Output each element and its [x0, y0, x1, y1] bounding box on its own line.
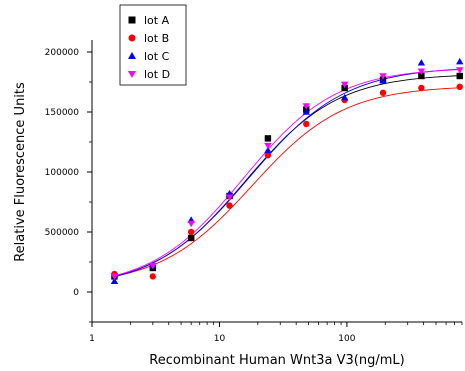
data-point: [456, 83, 463, 91]
fit-curve: [114, 87, 463, 277]
fit-curve: [114, 75, 463, 277]
data-point: [340, 81, 349, 89]
data-point: [110, 273, 119, 281]
y-tick-label: 0: [73, 288, 79, 298]
data-point: [379, 73, 387, 80]
data-point: [187, 220, 195, 228]
data-point: [456, 57, 464, 65]
data-points: [110, 57, 464, 284]
legend-label: lot A: [144, 14, 170, 27]
legend-label: lot C: [144, 50, 170, 63]
x-tick-label: 100: [338, 334, 355, 344]
data-point: [456, 67, 464, 74]
data-point: [302, 108, 310, 115]
data-point: [418, 72, 425, 80]
y-tick-label: 200000: [45, 48, 80, 58]
data-point: [225, 194, 234, 201]
data-point: [340, 93, 349, 101]
data-point: [264, 146, 272, 154]
data-point: [417, 59, 426, 66]
y-tick-label: 500000: [45, 228, 80, 238]
legend-marker: [128, 16, 136, 24]
x-tick-label: 10: [214, 334, 226, 344]
fit-curves: [114, 68, 463, 278]
legend-marker: [128, 34, 136, 42]
legend-marker: [127, 51, 137, 60]
axes: 1 10 100 0 500000 100000 150000 200000: [45, 40, 463, 344]
data-point: [226, 202, 233, 209]
y-tick-label: 100000: [45, 168, 80, 178]
data-point: [149, 262, 157, 270]
legend-label: lot B: [144, 32, 169, 45]
legend-marker: [127, 70, 137, 79]
legend: lot A lot B lot C lot D: [119, 4, 187, 86]
y-tick-label: 150000: [45, 108, 80, 118]
data-point: [110, 277, 119, 284]
legend-label: lot D: [144, 68, 170, 81]
fit-curve: [114, 69, 463, 277]
x-tick-label: 1: [89, 334, 95, 344]
data-point: [379, 77, 387, 84]
data-point: [264, 152, 272, 159]
y-axis-title: Relative Fluorescence Units: [13, 82, 28, 262]
data-point: [187, 234, 195, 242]
data-point: [379, 89, 387, 97]
data-point: [417, 68, 426, 75]
data-point: [418, 84, 425, 92]
data-point: [456, 72, 463, 80]
data-point: [302, 103, 310, 110]
fit-curve: [114, 68, 463, 278]
data-point: [149, 273, 157, 280]
data-point: [187, 228, 195, 236]
data-point: [264, 142, 272, 150]
data-point: [264, 135, 272, 142]
data-point: [303, 120, 310, 128]
x-axis-title: Recombinant Human Wnt3a V3(ng/mL): [149, 353, 404, 368]
